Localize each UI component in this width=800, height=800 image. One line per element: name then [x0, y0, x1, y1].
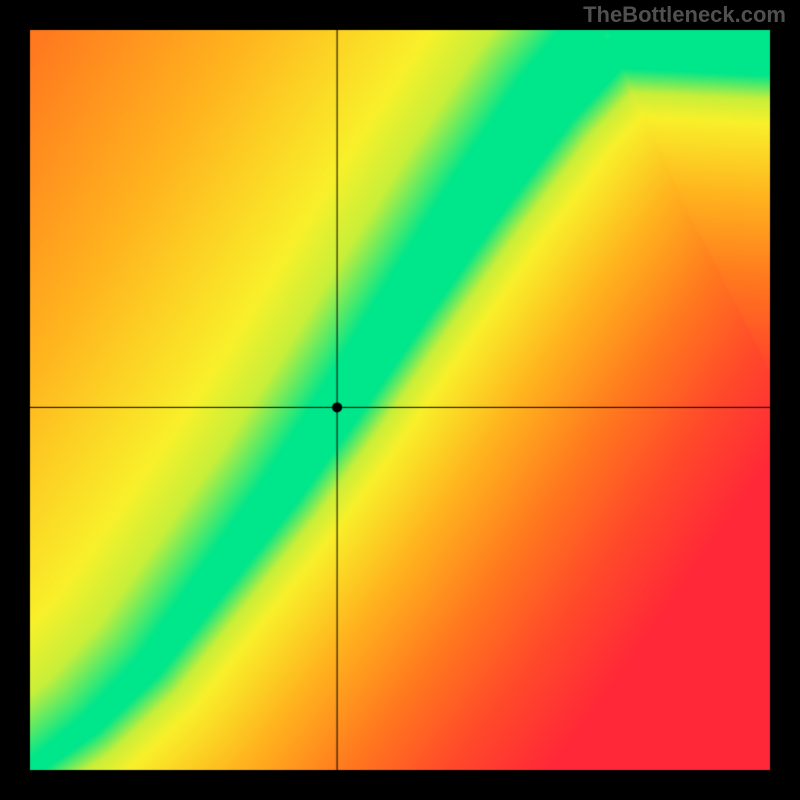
watermark-text: TheBottleneck.com — [583, 2, 786, 28]
bottleneck-heatmap — [0, 0, 800, 800]
chart-container: TheBottleneck.com — [0, 0, 800, 800]
